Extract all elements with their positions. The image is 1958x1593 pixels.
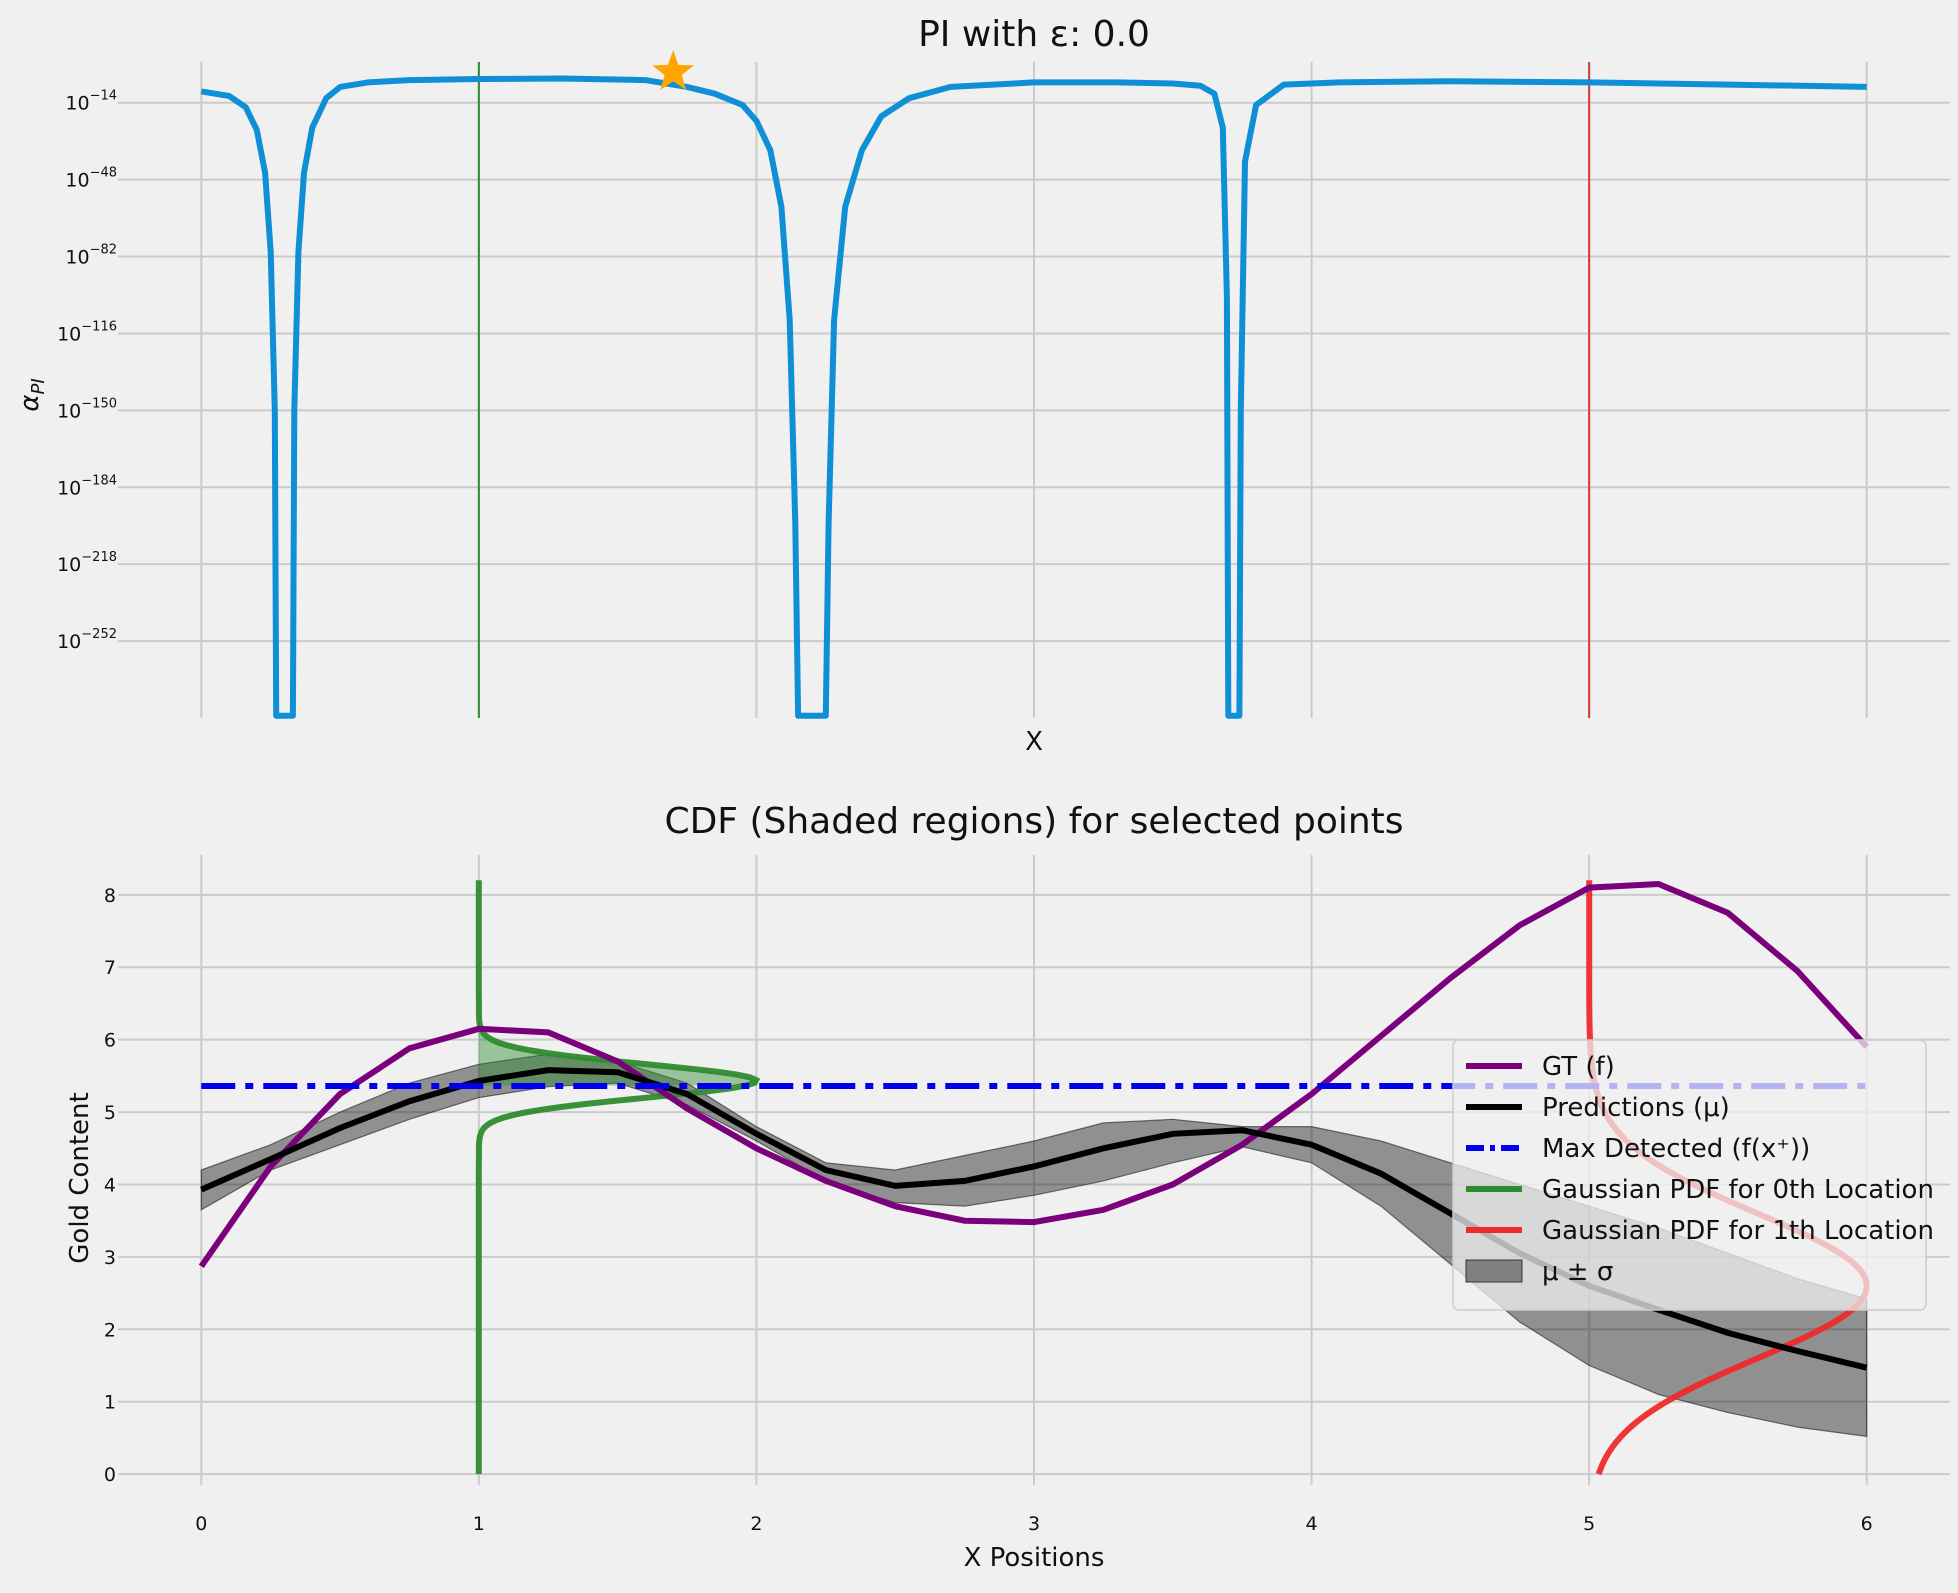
cdf-x-tick-label: 6 <box>1861 1513 1873 1535</box>
pi-selected-locations <box>477 62 1591 718</box>
cdf-y-tick-label: 2 <box>104 1319 116 1341</box>
pi-acquisition-plot: 10−14 10−48 10−82 10−116 10−150 10−184 10−218 1… <box>15 14 1950 757</box>
cdf-y-tick-label: 3 <box>104 1247 116 1269</box>
cdf-x-axis-label: X Positions <box>964 1543 1105 1573</box>
pi-grid <box>118 62 1950 718</box>
cdf-x-tick-label: 0 <box>195 1513 207 1535</box>
legend-label-1: Predictions (μ) <box>1542 1093 1730 1123</box>
cdf-x-tick-label: 2 <box>750 1513 762 1535</box>
cdf-y-tick-label: 6 <box>104 1030 116 1052</box>
legend-label-5: μ ± σ <box>1542 1257 1613 1287</box>
legend-label-0: GT (f) <box>1542 1052 1615 1082</box>
pi-y-axis-label: αPI <box>15 378 49 411</box>
pi-acquisition-line <box>200 75 1867 719</box>
cdf-y-axis-label: Gold Content <box>65 1092 95 1263</box>
cdf-y-tick-label: 7 <box>104 957 116 979</box>
pi-best-point-marker <box>652 50 695 90</box>
cdf-y-tick-label: 5 <box>104 1102 116 1124</box>
pi-x-axis-label: X <box>1025 727 1043 757</box>
cdf-y-tick-label: 0 <box>104 1464 116 1486</box>
legend: GT (f) Predictions (μ) Max Detected (f(x⁺)… <box>1452 1039 1934 1311</box>
ground-truth-line <box>198 880 1869 1269</box>
gaussian-pdf-line-0 <box>475 880 761 1475</box>
pi-curve <box>200 50 1867 719</box>
cdf-y-tick-label: 4 <box>104 1174 116 1196</box>
legend-label-4: Gaussian PDF for 1th Location <box>1542 1216 1934 1246</box>
cdf-x-tick-label: 1 <box>473 1513 485 1535</box>
cdf-x-tick-label: 5 <box>1583 1513 1595 1535</box>
pi-y-tick-label: 10−252 <box>57 627 117 653</box>
cdf-shaded-region-0 <box>478 880 757 1086</box>
legend-swatch-5 <box>1465 1259 1523 1283</box>
pi-y-tick-label: 10−218 <box>57 550 117 576</box>
legend-box <box>1452 1039 1927 1311</box>
cdf-plot-title: CDF (Shaded regions) for selected points <box>664 801 1403 842</box>
cdf-ticks: 0 1 2 3 4 5 6 0 1 2 3 4 5 6 7 8 <box>104 885 1873 1535</box>
pi-plot-title: PI with ε: 0.0 <box>918 14 1150 55</box>
legend-label-2: Max Detected (f(x⁺)) <box>1542 1134 1810 1164</box>
legend-label-3: Gaussian PDF for 0th Location <box>1542 1175 1934 1205</box>
cdf-x-tick-label: 3 <box>1028 1513 1040 1535</box>
cdf-plot: 0 1 2 3 4 5 6 0 1 2 3 4 5 6 7 8 CDF (Shaded regions) fo… <box>65 801 1950 1573</box>
cdf-y-tick-label: 1 <box>104 1392 116 1414</box>
pi-y-tick-label: 10−184 <box>57 473 117 499</box>
cdf-y-tick-label: 8 <box>104 885 116 907</box>
pi-y-tick-label: 10−14 <box>65 89 117 115</box>
pi-y-tick-label: 10−150 <box>57 396 117 422</box>
cdf-x-tick-label: 4 <box>1306 1513 1318 1535</box>
pi-y-tick-label: 10−82 <box>65 243 117 269</box>
pi-y-tick-label: 10−48 <box>65 166 117 192</box>
pi-y-ticks: 10−14 10−48 10−82 10−116 10−150 10−184 10−218 1… <box>57 89 117 653</box>
pi-y-tick-label: 10−116 <box>57 319 117 345</box>
